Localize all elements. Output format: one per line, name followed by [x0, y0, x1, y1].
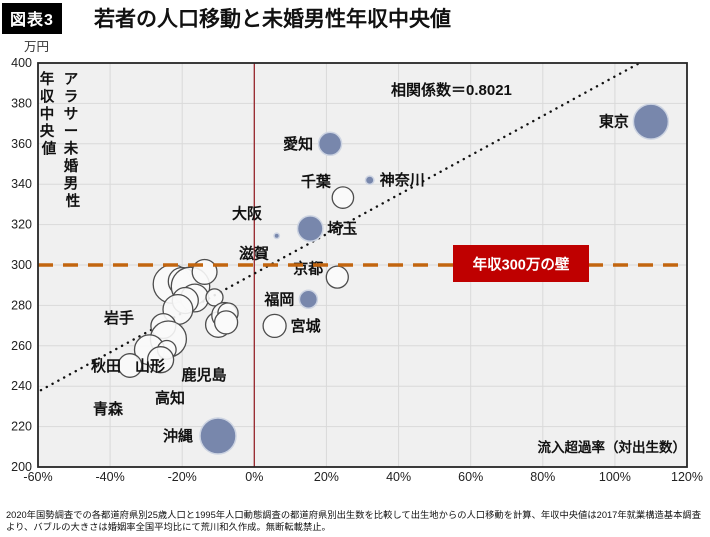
- svg-text:-60%: -60%: [23, 470, 52, 484]
- svg-text:220: 220: [11, 420, 32, 434]
- svg-text:20%: 20%: [314, 470, 339, 484]
- svg-text:240: 240: [11, 379, 32, 393]
- svg-text:神奈川: 神奈川: [380, 171, 425, 189]
- svg-text:愛知: 愛知: [283, 135, 313, 153]
- svg-text:260: 260: [11, 339, 32, 353]
- svg-text:120%: 120%: [671, 470, 703, 484]
- svg-text:340: 340: [11, 177, 32, 191]
- svg-text:京都: 京都: [293, 260, 323, 278]
- svg-text:福岡: 福岡: [263, 290, 294, 308]
- svg-text:360: 360: [11, 137, 32, 151]
- svg-text:400: 400: [11, 56, 32, 70]
- svg-text:100%: 100%: [599, 470, 631, 484]
- svg-text:年収300万の壁: 年収300万の壁: [473, 256, 570, 274]
- svg-text:60%: 60%: [458, 470, 483, 484]
- svg-text:ア ラ サ ー 未 婚 男 性: ア ラ サ ー 未 婚 男 性: [63, 72, 83, 210]
- svg-text:320: 320: [11, 218, 32, 232]
- svg-text:東京: 東京: [599, 113, 629, 131]
- svg-text:-20%: -20%: [168, 470, 197, 484]
- svg-text:滋賀: 滋賀: [239, 245, 269, 263]
- svg-text:高知: 高知: [155, 389, 185, 407]
- svg-text:山形: 山形: [135, 357, 165, 375]
- svg-text:秋田: 秋田: [91, 357, 121, 375]
- svg-text:流入超過率（対出生数）: 流入超過率（対出生数）: [538, 439, 687, 455]
- svg-text:相関係数＝0.8021: 相関係数＝0.8021: [391, 81, 512, 99]
- svg-text:-40%: -40%: [96, 470, 125, 484]
- svg-text:40%: 40%: [386, 470, 411, 484]
- svg-text:280: 280: [11, 298, 32, 312]
- svg-text:年 収 中 央 値: 年 収 中 央 値: [40, 70, 59, 158]
- svg-text:80%: 80%: [530, 470, 555, 484]
- svg-text:380: 380: [11, 96, 32, 110]
- svg-text:宮城: 宮城: [291, 317, 321, 335]
- svg-text:鹿児島: 鹿児島: [181, 366, 226, 384]
- svg-text:300: 300: [11, 258, 32, 272]
- svg-text:岩手: 岩手: [103, 309, 134, 327]
- svg-text:大阪: 大阪: [232, 205, 263, 223]
- svg-text:千葉: 千葉: [301, 173, 332, 191]
- svg-text:沖縄: 沖縄: [163, 427, 193, 445]
- svg-text:埼玉: 埼玉: [327, 221, 357, 238]
- svg-text:青森: 青森: [93, 400, 124, 418]
- svg-text:0%: 0%: [245, 470, 263, 484]
